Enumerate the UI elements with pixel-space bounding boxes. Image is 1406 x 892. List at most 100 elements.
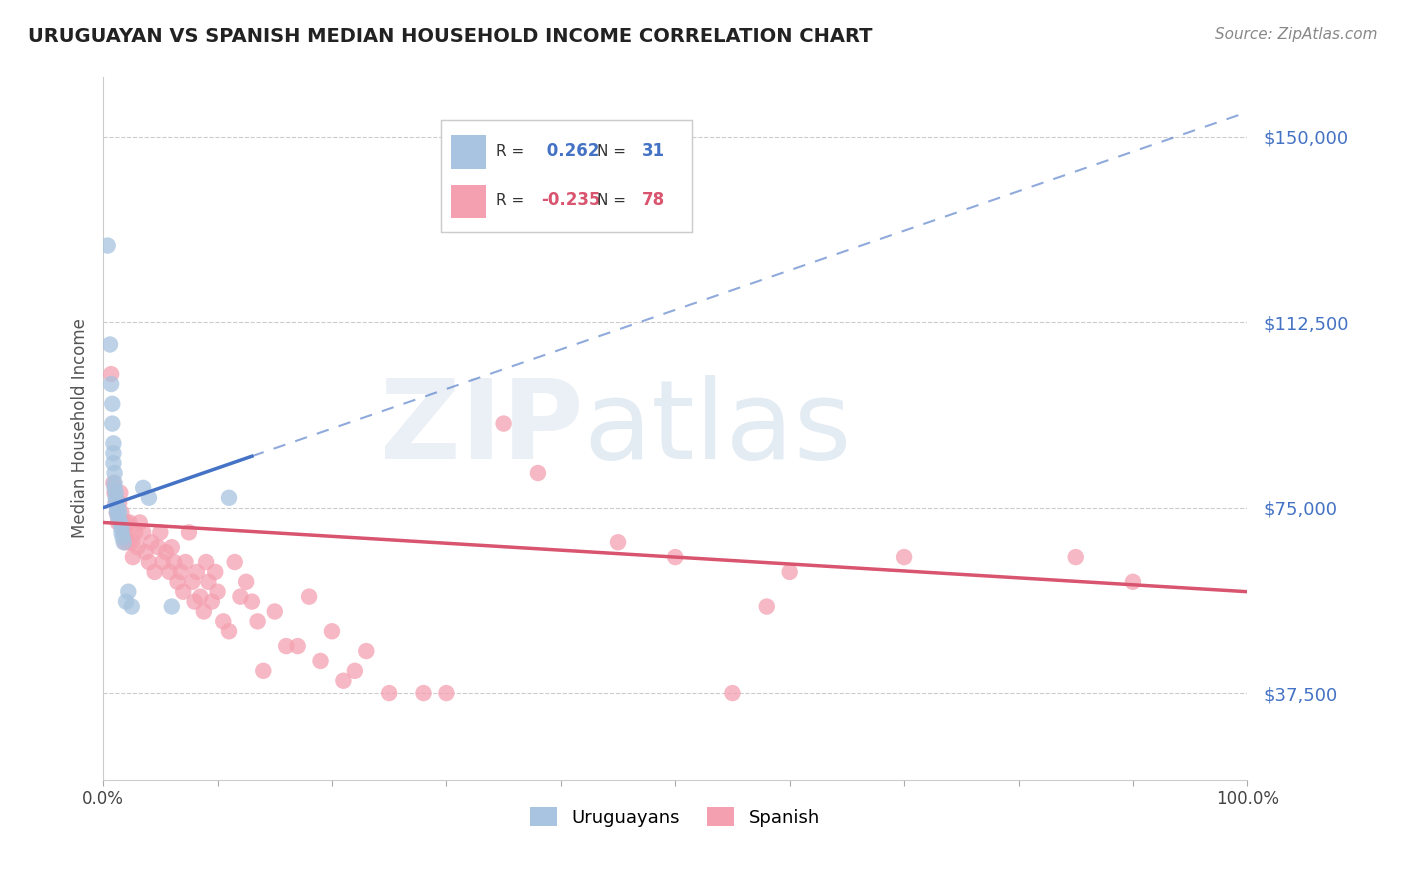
Point xyxy=(107,510,129,524)
Point xyxy=(276,639,298,653)
Point xyxy=(104,496,127,510)
Point xyxy=(124,525,146,540)
Point xyxy=(412,686,434,700)
Point xyxy=(166,574,188,589)
Point xyxy=(343,664,366,678)
Point xyxy=(108,506,131,520)
Text: Source: ZipAtlas.com: Source: ZipAtlas.com xyxy=(1215,27,1378,42)
Point xyxy=(112,525,135,540)
Point xyxy=(492,417,515,431)
Point xyxy=(110,516,132,530)
Point xyxy=(100,377,122,392)
Point xyxy=(128,516,150,530)
Point xyxy=(98,337,121,351)
Point xyxy=(138,491,160,505)
Point xyxy=(378,686,401,700)
Point xyxy=(356,644,378,658)
Point xyxy=(149,525,172,540)
Point xyxy=(115,594,138,608)
Point xyxy=(138,555,160,569)
Point xyxy=(103,485,125,500)
Point xyxy=(287,639,309,653)
Point xyxy=(246,615,269,629)
Point xyxy=(132,481,155,495)
Point xyxy=(121,599,143,614)
Point xyxy=(122,550,145,565)
Point xyxy=(181,574,204,589)
Point xyxy=(332,673,354,688)
Point xyxy=(146,540,169,554)
Point xyxy=(240,594,263,608)
Point xyxy=(183,594,205,608)
Point xyxy=(755,599,778,614)
Point xyxy=(152,555,174,569)
Point xyxy=(111,530,134,544)
Point xyxy=(177,525,200,540)
Point xyxy=(103,475,125,490)
Point xyxy=(186,565,208,579)
Point xyxy=(207,584,229,599)
Point xyxy=(170,565,193,579)
Point xyxy=(160,540,183,554)
Point xyxy=(111,516,134,530)
Point xyxy=(114,535,136,549)
Point xyxy=(893,550,915,565)
Point xyxy=(134,545,156,559)
Point xyxy=(117,535,139,549)
Point xyxy=(218,624,240,639)
Point xyxy=(193,605,215,619)
Point xyxy=(204,565,226,579)
Point xyxy=(103,466,125,480)
Point xyxy=(108,496,131,510)
Point xyxy=(143,565,166,579)
Point xyxy=(103,456,125,470)
Point xyxy=(121,535,143,549)
Point xyxy=(97,238,120,252)
Point xyxy=(107,500,129,515)
Point xyxy=(321,624,343,639)
Point xyxy=(103,436,125,450)
Point xyxy=(105,506,128,520)
Point xyxy=(159,565,181,579)
Point xyxy=(105,506,128,520)
Y-axis label: Median Household Income: Median Household Income xyxy=(72,318,89,539)
Point xyxy=(103,481,125,495)
Point xyxy=(229,590,252,604)
Point xyxy=(132,525,155,540)
Point xyxy=(110,506,132,520)
Point xyxy=(104,485,127,500)
Text: atlas: atlas xyxy=(583,375,852,482)
Point xyxy=(190,590,212,604)
Point xyxy=(104,491,127,505)
Text: URUGUAYAN VS SPANISH MEDIAN HOUSEHOLD INCOME CORRELATION CHART: URUGUAYAN VS SPANISH MEDIAN HOUSEHOLD IN… xyxy=(28,27,873,45)
Point xyxy=(101,397,124,411)
Point xyxy=(1064,550,1087,565)
Point xyxy=(110,485,132,500)
Point xyxy=(103,446,125,460)
Point xyxy=(104,496,127,510)
Text: ZIP: ZIP xyxy=(381,375,583,482)
Point xyxy=(115,516,138,530)
Point xyxy=(117,584,139,599)
Point xyxy=(1122,574,1144,589)
Point xyxy=(218,491,240,505)
Point xyxy=(721,686,744,700)
Point xyxy=(163,555,186,569)
Point xyxy=(100,367,122,381)
Point xyxy=(309,654,332,668)
Point xyxy=(110,520,132,534)
Point xyxy=(527,466,550,480)
Point xyxy=(141,535,163,549)
Point xyxy=(174,555,197,569)
Point xyxy=(107,516,129,530)
Point xyxy=(110,525,132,540)
Point xyxy=(779,565,801,579)
Point xyxy=(298,590,321,604)
Point xyxy=(434,686,457,700)
Point xyxy=(112,535,135,549)
Point xyxy=(172,584,194,599)
Point xyxy=(607,535,630,549)
Legend: Uruguayans, Spanish: Uruguayans, Spanish xyxy=(523,800,827,834)
Point xyxy=(101,417,124,431)
Point xyxy=(127,540,149,554)
